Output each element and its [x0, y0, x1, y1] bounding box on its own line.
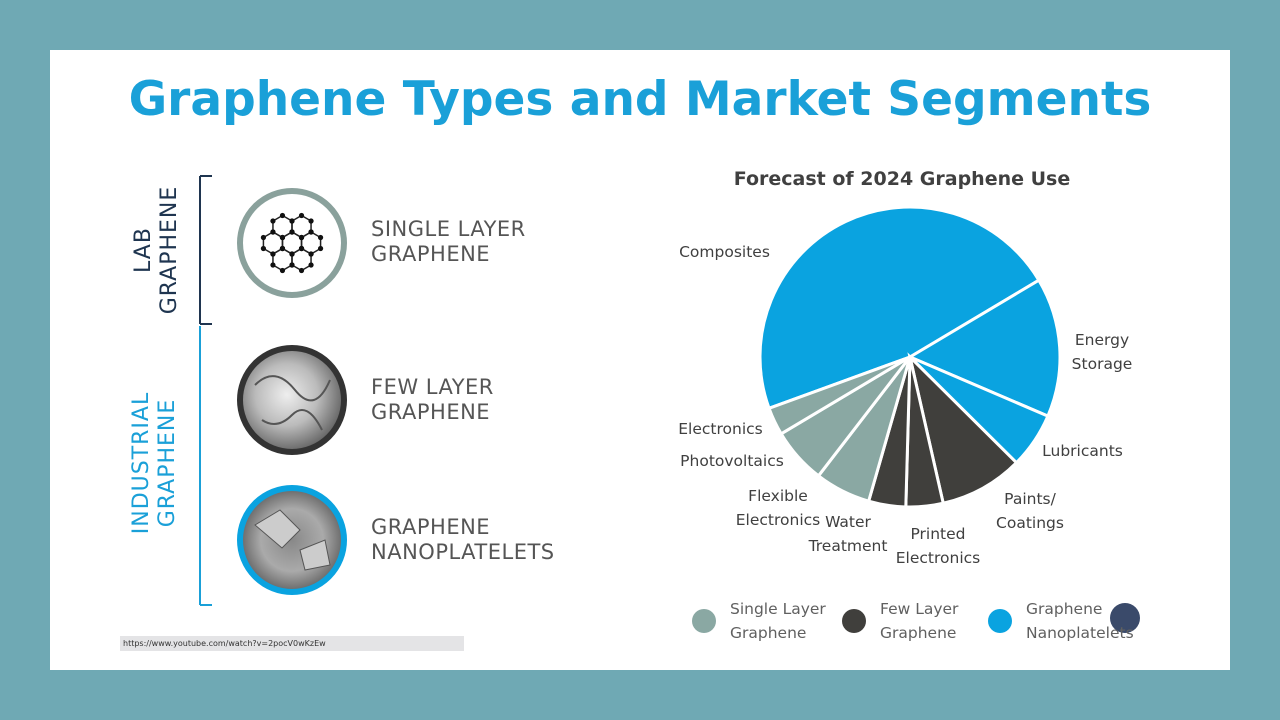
logo: [1110, 603, 1140, 633]
texture: [254, 509, 331, 571]
legend-swatch: [988, 609, 1012, 633]
atom: [260, 234, 267, 241]
atom: [289, 218, 295, 224]
legend-label: Few Layer Graphene: [880, 600, 959, 642]
atom: [298, 234, 305, 241]
atom: [317, 234, 324, 241]
slice-label: Flexible Electronics: [735, 487, 821, 529]
atom: [270, 229, 276, 235]
atom: [279, 212, 286, 219]
atom: [308, 229, 314, 235]
group-label: LAB GRAPHENE: [131, 185, 182, 315]
item-label: GRAPHENE NANOPLATELETS: [371, 515, 555, 564]
pie-slice: [907, 352, 1019, 506]
slice-label: Energy Storage: [1071, 331, 1133, 373]
few-layer-icon: [237, 345, 347, 455]
item-label: SINGLE LAYER GRAPHENE: [371, 217, 526, 266]
atom: [308, 218, 314, 224]
legend-label: Single Layer Graphene: [730, 600, 826, 642]
slice-label: Paints/ Coatings: [996, 490, 1064, 532]
slice-label: Composites: [679, 243, 770, 261]
single-layer-icon: [237, 188, 347, 298]
atom: [289, 262, 295, 268]
legend-swatch: [692, 609, 716, 633]
atom: [279, 267, 286, 274]
atom: [270, 262, 276, 268]
legend-label: Graphene Nanoplatelets: [1026, 600, 1134, 642]
nanoplatelets-icon: [237, 485, 347, 595]
atom: [317, 245, 324, 252]
url-bar: https://www.youtube.com/watch?v=2pocV0wK…: [120, 636, 464, 651]
slide-title: Graphene Types and Market Segments: [128, 72, 1152, 127]
atom: [298, 212, 305, 219]
slice-label: Electronics: [678, 420, 763, 438]
atom: [289, 229, 295, 235]
atom: [260, 245, 267, 252]
atom: [308, 251, 314, 257]
atom: [270, 218, 276, 224]
atom: [279, 245, 286, 252]
slice-label: Photovoltaics: [680, 452, 784, 470]
slice-label: Printed Electronics: [895, 525, 981, 567]
pie-slice: [906, 278, 1062, 419]
group-label: INDUSTRIAL GRAPHENE: [129, 391, 180, 535]
lattice: [260, 212, 324, 274]
atom: [308, 262, 314, 268]
texture: [254, 375, 331, 431]
atom: [270, 251, 276, 257]
item-label: FEW LAYER GRAPHENE: [371, 375, 494, 424]
atom: [289, 251, 295, 257]
slice-label: Lubricants: [1042, 442, 1123, 460]
pie: [758, 205, 1062, 509]
slice-label: Water Treatment: [808, 513, 888, 555]
pie-slice: [758, 205, 1041, 411]
atom: [279, 234, 286, 241]
legend-swatch: [842, 609, 866, 633]
atom: [298, 267, 305, 274]
atom: [298, 245, 305, 252]
chart-title: Forecast of 2024 Graphene Use: [733, 168, 1071, 190]
pie-slice: [767, 355, 911, 436]
